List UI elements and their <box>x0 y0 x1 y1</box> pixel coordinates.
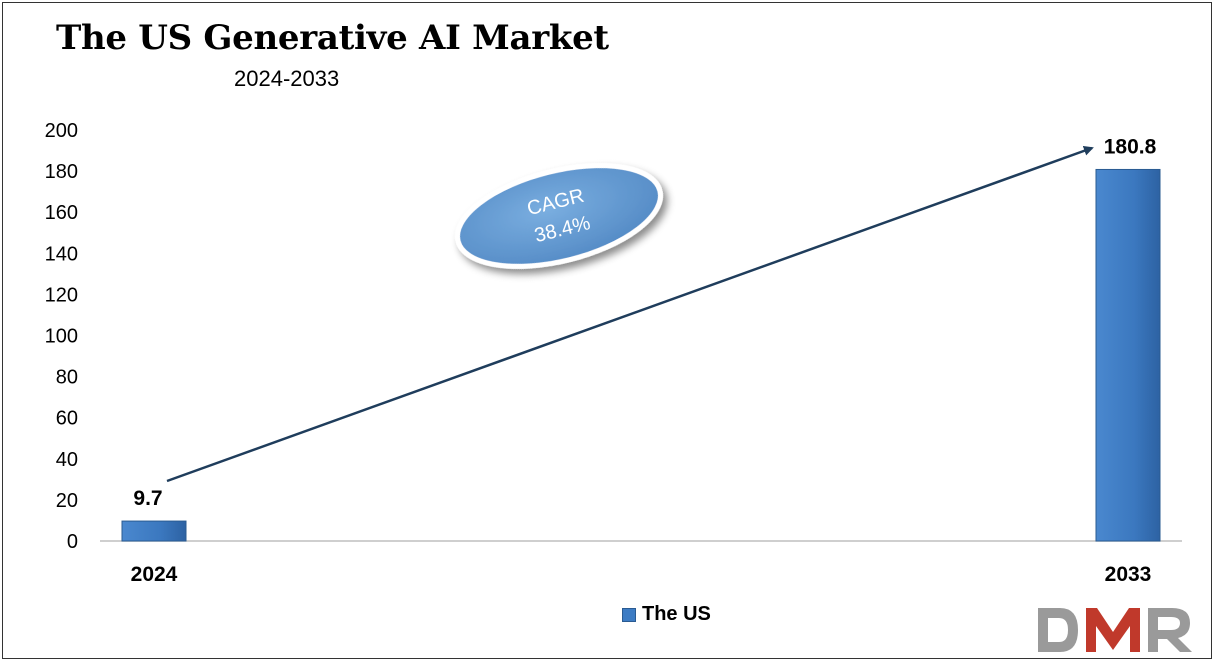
legend-swatch <box>622 607 636 622</box>
x-tick-label: 2024 <box>131 563 178 586</box>
data-label: 180.8 <box>1104 135 1157 158</box>
y-tick-label: 140 <box>45 243 78 265</box>
y-tick-label: 120 <box>45 284 78 306</box>
y-tick-label: 180 <box>45 161 78 183</box>
y-tick-label: 60 <box>56 408 78 430</box>
chart-title: The US Generative AI Market <box>56 18 609 58</box>
cagr-ellipse <box>455 163 663 269</box>
bar-2033 <box>1095 168 1161 542</box>
logo-letter-d <box>1038 608 1078 652</box>
growth-arrow <box>166 146 1094 483</box>
y-tick-label: 40 <box>56 449 78 471</box>
x-tick-label: 2033 <box>1105 563 1152 586</box>
chart-subtitle: 2024-2033 <box>234 66 340 91</box>
data-label: 9.7 <box>133 487 162 510</box>
y-tick-label: 20 <box>56 490 78 512</box>
y-tick-label: 80 <box>56 367 78 389</box>
y-tick-label: 100 <box>45 326 78 348</box>
chart-legend: The US <box>622 603 711 626</box>
dmr-logo <box>1038 608 1192 652</box>
logo-letter-m <box>1086 608 1140 652</box>
y-tick-label: 0 <box>67 531 78 553</box>
y-tick-label: 200 <box>45 120 78 142</box>
legend-label: The US <box>642 603 711 625</box>
logo-letter-r <box>1148 608 1192 652</box>
y-tick-label: 160 <box>45 202 78 224</box>
bar-2024 <box>121 520 187 542</box>
